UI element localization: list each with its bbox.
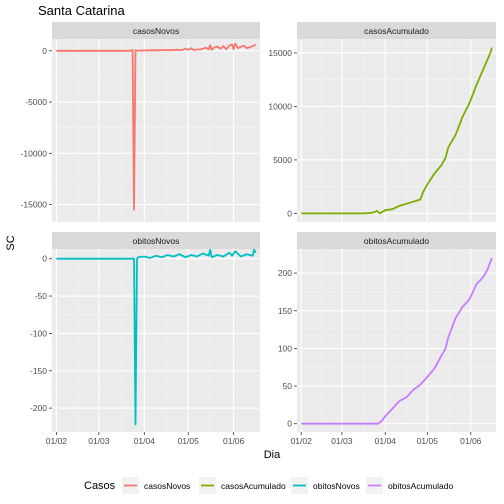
y-tick-label: 200 [278, 268, 292, 278]
y-tick-label: 0 [42, 46, 47, 56]
y-axis-title: SC [5, 235, 17, 250]
strip-label: casosNovos [133, 26, 179, 36]
plot-background [52, 39, 260, 222]
legend-label: casosAcumulado [221, 481, 286, 491]
x-tick-label: 01/06 [460, 436, 482, 446]
y-tick-label: -10000 [21, 148, 48, 158]
x-tick-label: 01/04 [375, 436, 397, 446]
legend-label: casosNovos [144, 481, 190, 491]
series-line-casosNovos [56, 42, 257, 211]
x-tick-label: 01/05 [417, 436, 439, 446]
legend-item-casosAcumulado: casosAcumulado [199, 477, 286, 494]
plot-background [52, 249, 260, 432]
y-tick-label: -200 [30, 403, 47, 413]
x-tick-label: 01/03 [331, 436, 353, 446]
plot-background [297, 249, 496, 432]
series-line-obitosNovos [56, 248, 257, 426]
panel-casosNovos: casosNovos 0 -5000 -10000 -15000 [21, 22, 260, 222]
y-tick-label: 0 [287, 419, 292, 429]
y-tick-label: 15000 [268, 48, 292, 58]
strip-obitosNovos [52, 232, 260, 249]
strip-label: obitosAcumulado [364, 236, 429, 246]
strip-casosAcumulado [297, 22, 496, 39]
legend-label: obitosAcumulado [388, 481, 453, 491]
x-tick-label: 01/02 [46, 436, 68, 446]
y-tick-label: 100 [278, 343, 292, 353]
y-tick-label: 50 [283, 381, 293, 391]
legend-item-casosNovos: casosNovos [122, 477, 190, 494]
x-tick-label: 01/02 [291, 436, 313, 446]
y-tick-label: -50 [35, 291, 48, 301]
y-tick-label: 0 [42, 254, 47, 264]
x-axis-title: Dia [264, 449, 281, 461]
x-tick-label: 01/04 [134, 436, 156, 446]
legend-title: Casos [84, 480, 116, 492]
chart-title: Santa Catarina [38, 3, 125, 18]
series-line-obitosAcumulado [301, 257, 493, 425]
y-tick-label: -5000 [25, 97, 47, 107]
y-tick-label: 150 [278, 306, 292, 316]
panel-casosAcumulado: casosAcumulado 0 5000 10000 15000 [268, 22, 496, 222]
y-tick-label: 0 [287, 208, 292, 218]
y-tick-label: -15000 [21, 200, 48, 210]
strip-label: casosAcumulado [364, 26, 429, 36]
y-tick-label: 10000 [268, 101, 292, 111]
x-tick-label: 01/05 [178, 436, 200, 446]
x-tick-label: 01/06 [223, 436, 245, 446]
y-tick-label: -100 [30, 328, 47, 338]
series-line-casosAcumulado [301, 47, 493, 215]
panel-obitosAcumulado: obitosAcumulado 0 50 100 150 200 01/02 01/03 01/… [278, 232, 496, 446]
plot-background [297, 39, 496, 222]
strip-obitosAcumulado [297, 232, 496, 249]
panel-obitosNovos: obitosNovos 0 -50 -100 -150 -200 01/02 01/03 01/… [30, 232, 260, 446]
legend: casosNovos casosAcumulado obitosNovos obito… [122, 477, 453, 494]
strip-casosNovos [52, 22, 260, 39]
strip-label: obitosNovos [133, 236, 180, 246]
y-tick-label: -150 [30, 366, 47, 376]
y-tick-label: 5000 [273, 155, 292, 165]
legend-label: obitosNovos [313, 481, 360, 491]
legend-item-obitosAcumulado: obitosAcumulado [366, 477, 453, 494]
x-tick-label: 01/03 [88, 436, 110, 446]
legend-item-obitosNovos: obitosNovos [291, 477, 360, 494]
